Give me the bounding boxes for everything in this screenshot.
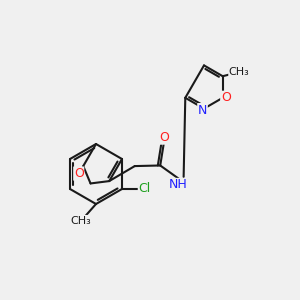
Text: O: O	[159, 131, 169, 144]
Text: Cl: Cl	[138, 182, 151, 196]
Text: CH₃: CH₃	[229, 67, 250, 77]
Text: O: O	[74, 167, 84, 180]
Text: O: O	[221, 91, 231, 104]
Text: CH₃: CH₃	[70, 215, 92, 226]
Text: N: N	[198, 103, 207, 117]
Text: NH: NH	[169, 178, 188, 191]
